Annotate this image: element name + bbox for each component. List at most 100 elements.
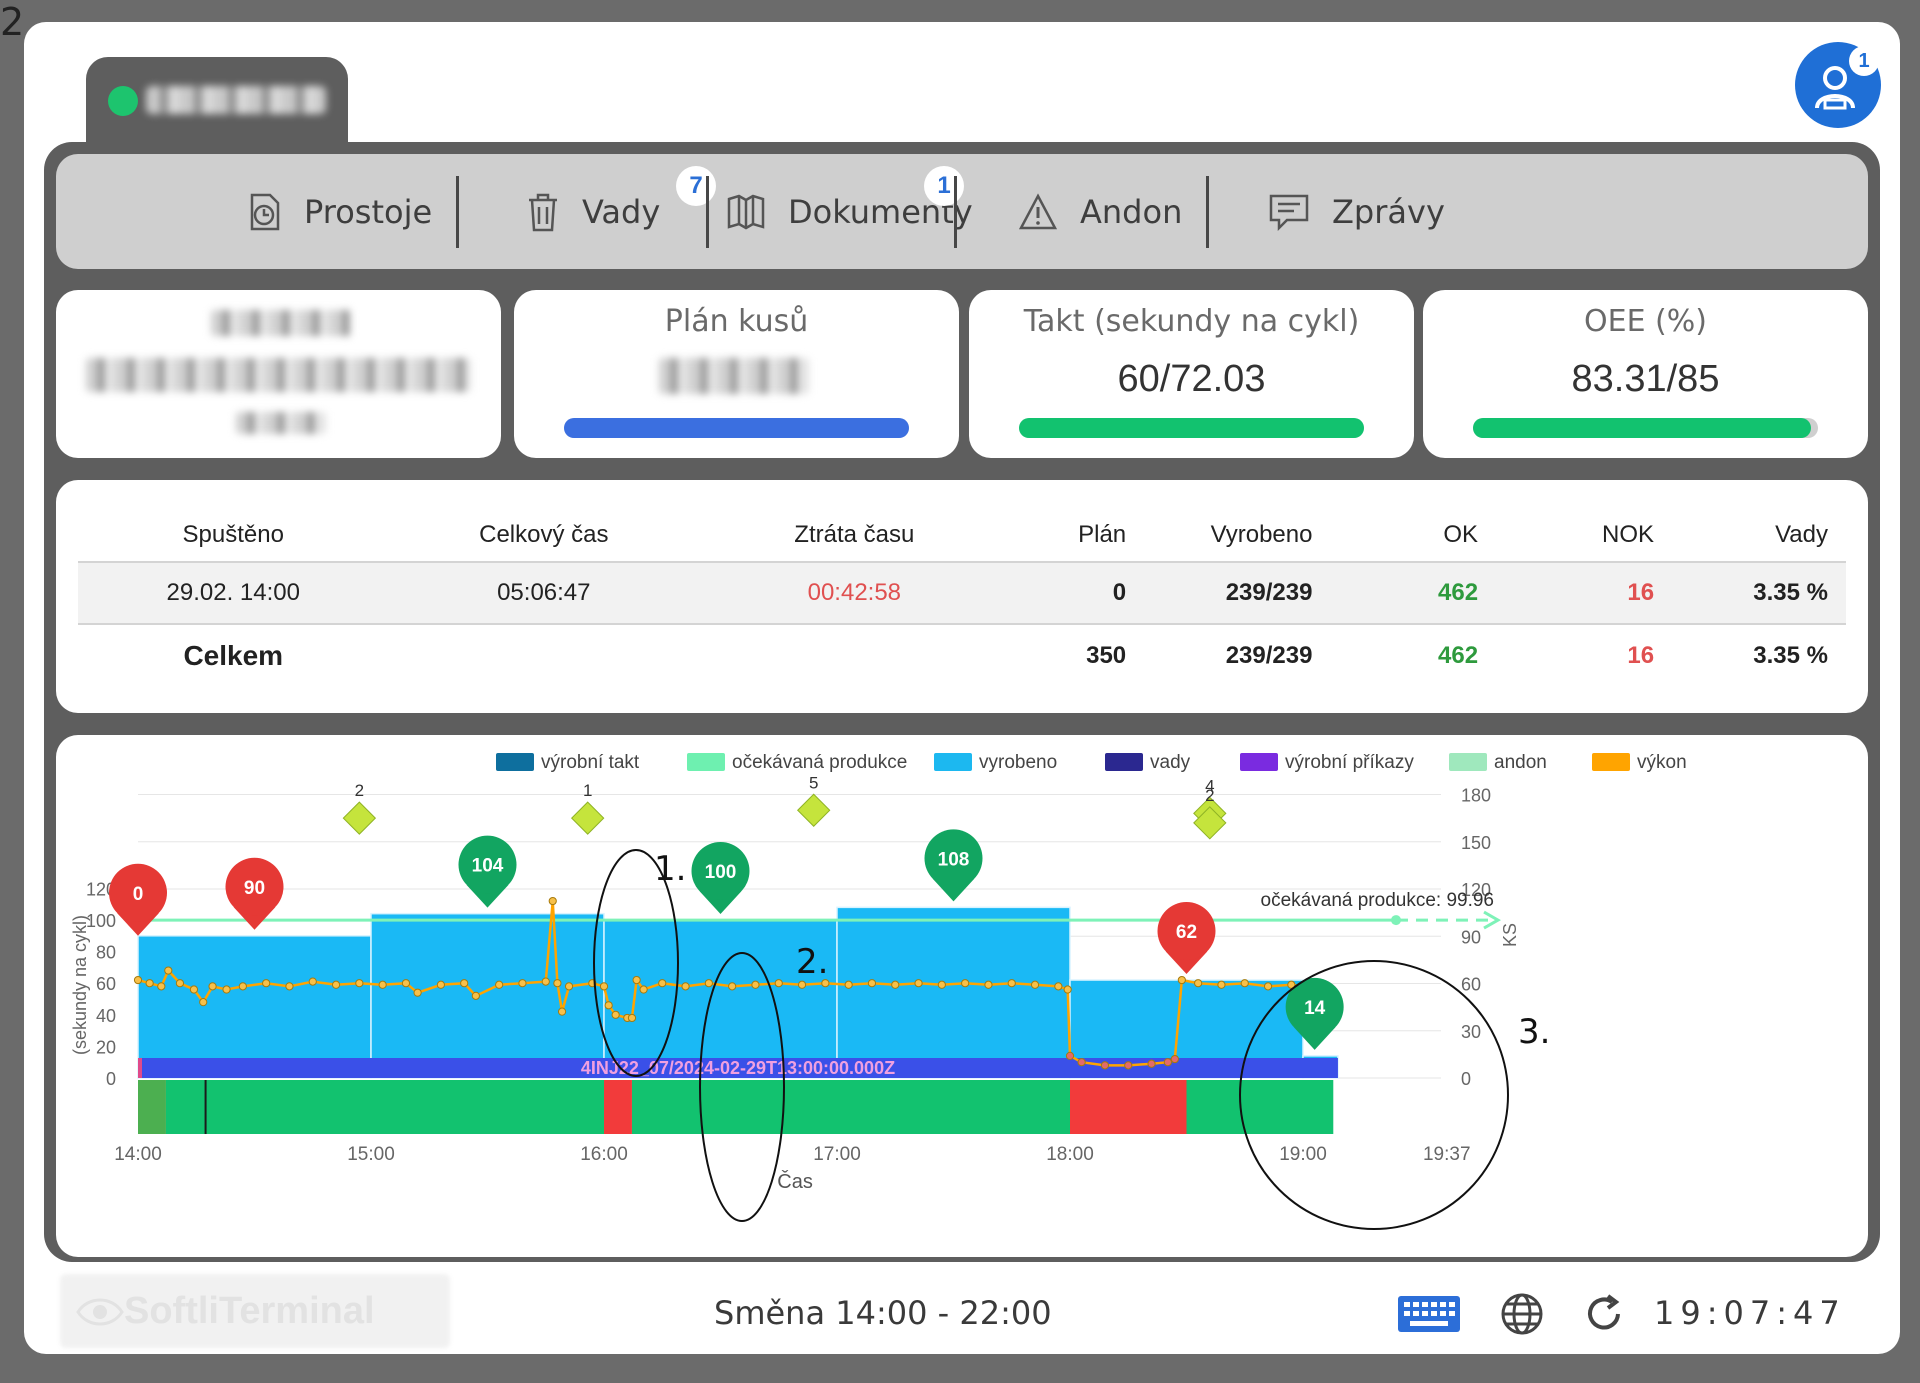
col-vyrobeno: Vyrobeno	[1144, 508, 1331, 563]
takt-card: Takt (sekundy na cykl) 60/72.03	[969, 290, 1414, 458]
oee-title: OEE (%)	[1584, 304, 1707, 339]
takt-point	[1030, 980, 1040, 989]
y-left-tick: 120	[86, 879, 116, 899]
takt-point	[331, 980, 341, 989]
defect-count: 2	[355, 781, 364, 800]
takt-point	[751, 980, 760, 989]
takt-point	[518, 979, 527, 988]
order-card	[56, 290, 501, 458]
takt-point	[984, 980, 993, 989]
takt-point	[557, 1007, 567, 1016]
takt-point	[1063, 985, 1072, 994]
x-tick: 14:00	[114, 1144, 162, 1165]
takt-point	[914, 979, 923, 988]
takt-point	[401, 979, 411, 988]
takt-point	[681, 982, 690, 991]
user-notification-badge: 1	[1849, 46, 1879, 76]
y-right-tick: 0	[1461, 1069, 1471, 1089]
status-segment	[138, 1080, 166, 1134]
plan-progress-track	[564, 418, 909, 438]
table-row[interactable]: 29.02. 14:00 05:06:47 00:42:58 0 239/239…	[78, 562, 1846, 625]
col-celkovy-cas: Celkový čas	[388, 508, 700, 563]
takt-point	[548, 896, 557, 906]
y-right-tick: 30	[1461, 1022, 1481, 1042]
keyboard-icon[interactable]	[1396, 1294, 1462, 1334]
total-plan: 350	[1086, 641, 1127, 669]
user-icon	[1815, 66, 1855, 110]
takt-point	[1065, 1051, 1075, 1060]
order-band	[138, 1058, 1338, 1078]
takt-point	[1177, 975, 1186, 985]
takt-point	[1240, 979, 1249, 988]
legend-label: vyrobeno	[979, 752, 1057, 773]
takt-point	[774, 979, 783, 988]
status-segment	[1186, 1080, 1334, 1134]
hour-marker-pin	[1157, 902, 1216, 961]
hour-marker-pin	[109, 863, 167, 922]
x-tick: 15:00	[347, 1144, 395, 1165]
table-total-row: Celkem 350 239/239 462 16 3.35 %	[78, 624, 1846, 686]
takt-point	[133, 975, 143, 985]
menu-label: Andon	[1080, 192, 1183, 231]
user-button[interactable]: 1	[1795, 42, 1881, 128]
redacted-text	[86, 358, 471, 392]
menu-andon[interactable]: Andon	[1018, 154, 1182, 269]
takt-point	[436, 980, 445, 989]
takt-point	[1170, 1054, 1179, 1064]
takt-point	[553, 979, 562, 988]
hour-marker-pin	[225, 857, 284, 916]
legend-swatch	[1240, 753, 1278, 771]
legend-label: výrobní takt	[541, 752, 640, 773]
takt-point	[495, 980, 504, 989]
menu-prostoje[interactable]: Prostoje	[246, 154, 432, 269]
takt-point	[189, 985, 199, 994]
main-panel: Prostoje Vady 7 Dokumenty 1	[44, 142, 1880, 1262]
takt-point	[157, 982, 166, 991]
refresh-icon[interactable]	[1582, 1292, 1626, 1336]
takt-point	[611, 1010, 620, 1019]
legend-label: výkon	[1637, 752, 1687, 773]
annotation-ellipse	[1239, 960, 1509, 1230]
terminal-window: 1 Prostoje Vady 7	[24, 22, 1900, 1354]
station-status-dot	[108, 86, 138, 116]
plan-progress-fill	[564, 418, 909, 438]
takt-point	[262, 979, 271, 988]
takt-point	[1124, 1061, 1133, 1070]
legend-swatch	[1592, 753, 1630, 771]
status-segment	[1070, 1080, 1187, 1134]
hourly-bar	[370, 912, 605, 1079]
hour-marker-label: 0	[133, 884, 144, 905]
takt-point	[1163, 1058, 1172, 1067]
shift-label: Směna 14:00 - 22:00	[714, 1294, 1052, 1332]
redacted-plan-value	[659, 358, 809, 394]
takt-value: 60/72.03	[1117, 358, 1266, 400]
book-icon	[727, 194, 765, 229]
takt-point	[627, 1013, 637, 1023]
defect-count: 1	[583, 781, 592, 800]
hourly-bar	[603, 919, 838, 1079]
y-left-tick: 80	[96, 943, 116, 963]
takt-point	[471, 991, 480, 1000]
takt-point	[1100, 1061, 1110, 1070]
message-icon	[1269, 194, 1309, 231]
takt-point	[145, 979, 154, 988]
hour-marker-pin	[691, 842, 750, 900]
takt-point	[222, 985, 231, 994]
globe-icon[interactable]	[1500, 1292, 1544, 1336]
legend-label: výrobní příkazy	[1285, 752, 1414, 773]
menu-bar: Prostoje Vady 7 Dokumenty 1	[56, 154, 1868, 269]
takt-point	[1054, 982, 1063, 991]
menu-zpravy[interactable]: Zprávy	[1268, 154, 1445, 269]
legend-swatch	[687, 753, 725, 771]
legend-swatch	[1449, 753, 1487, 771]
total-ok: 462	[1438, 641, 1479, 669]
expected-production-point	[1391, 915, 1401, 926]
defect-diamond	[796, 793, 831, 827]
defect-count: 4	[1205, 776, 1214, 795]
menu-label: Zprávy	[1332, 192, 1445, 231]
y-right-tick: 180	[1461, 786, 1491, 806]
col-ok: OK	[1330, 508, 1497, 563]
cell-plan: 0	[1009, 562, 1145, 625]
takt-point	[1194, 979, 1203, 988]
menu-vady[interactable]: Vady	[526, 154, 660, 269]
